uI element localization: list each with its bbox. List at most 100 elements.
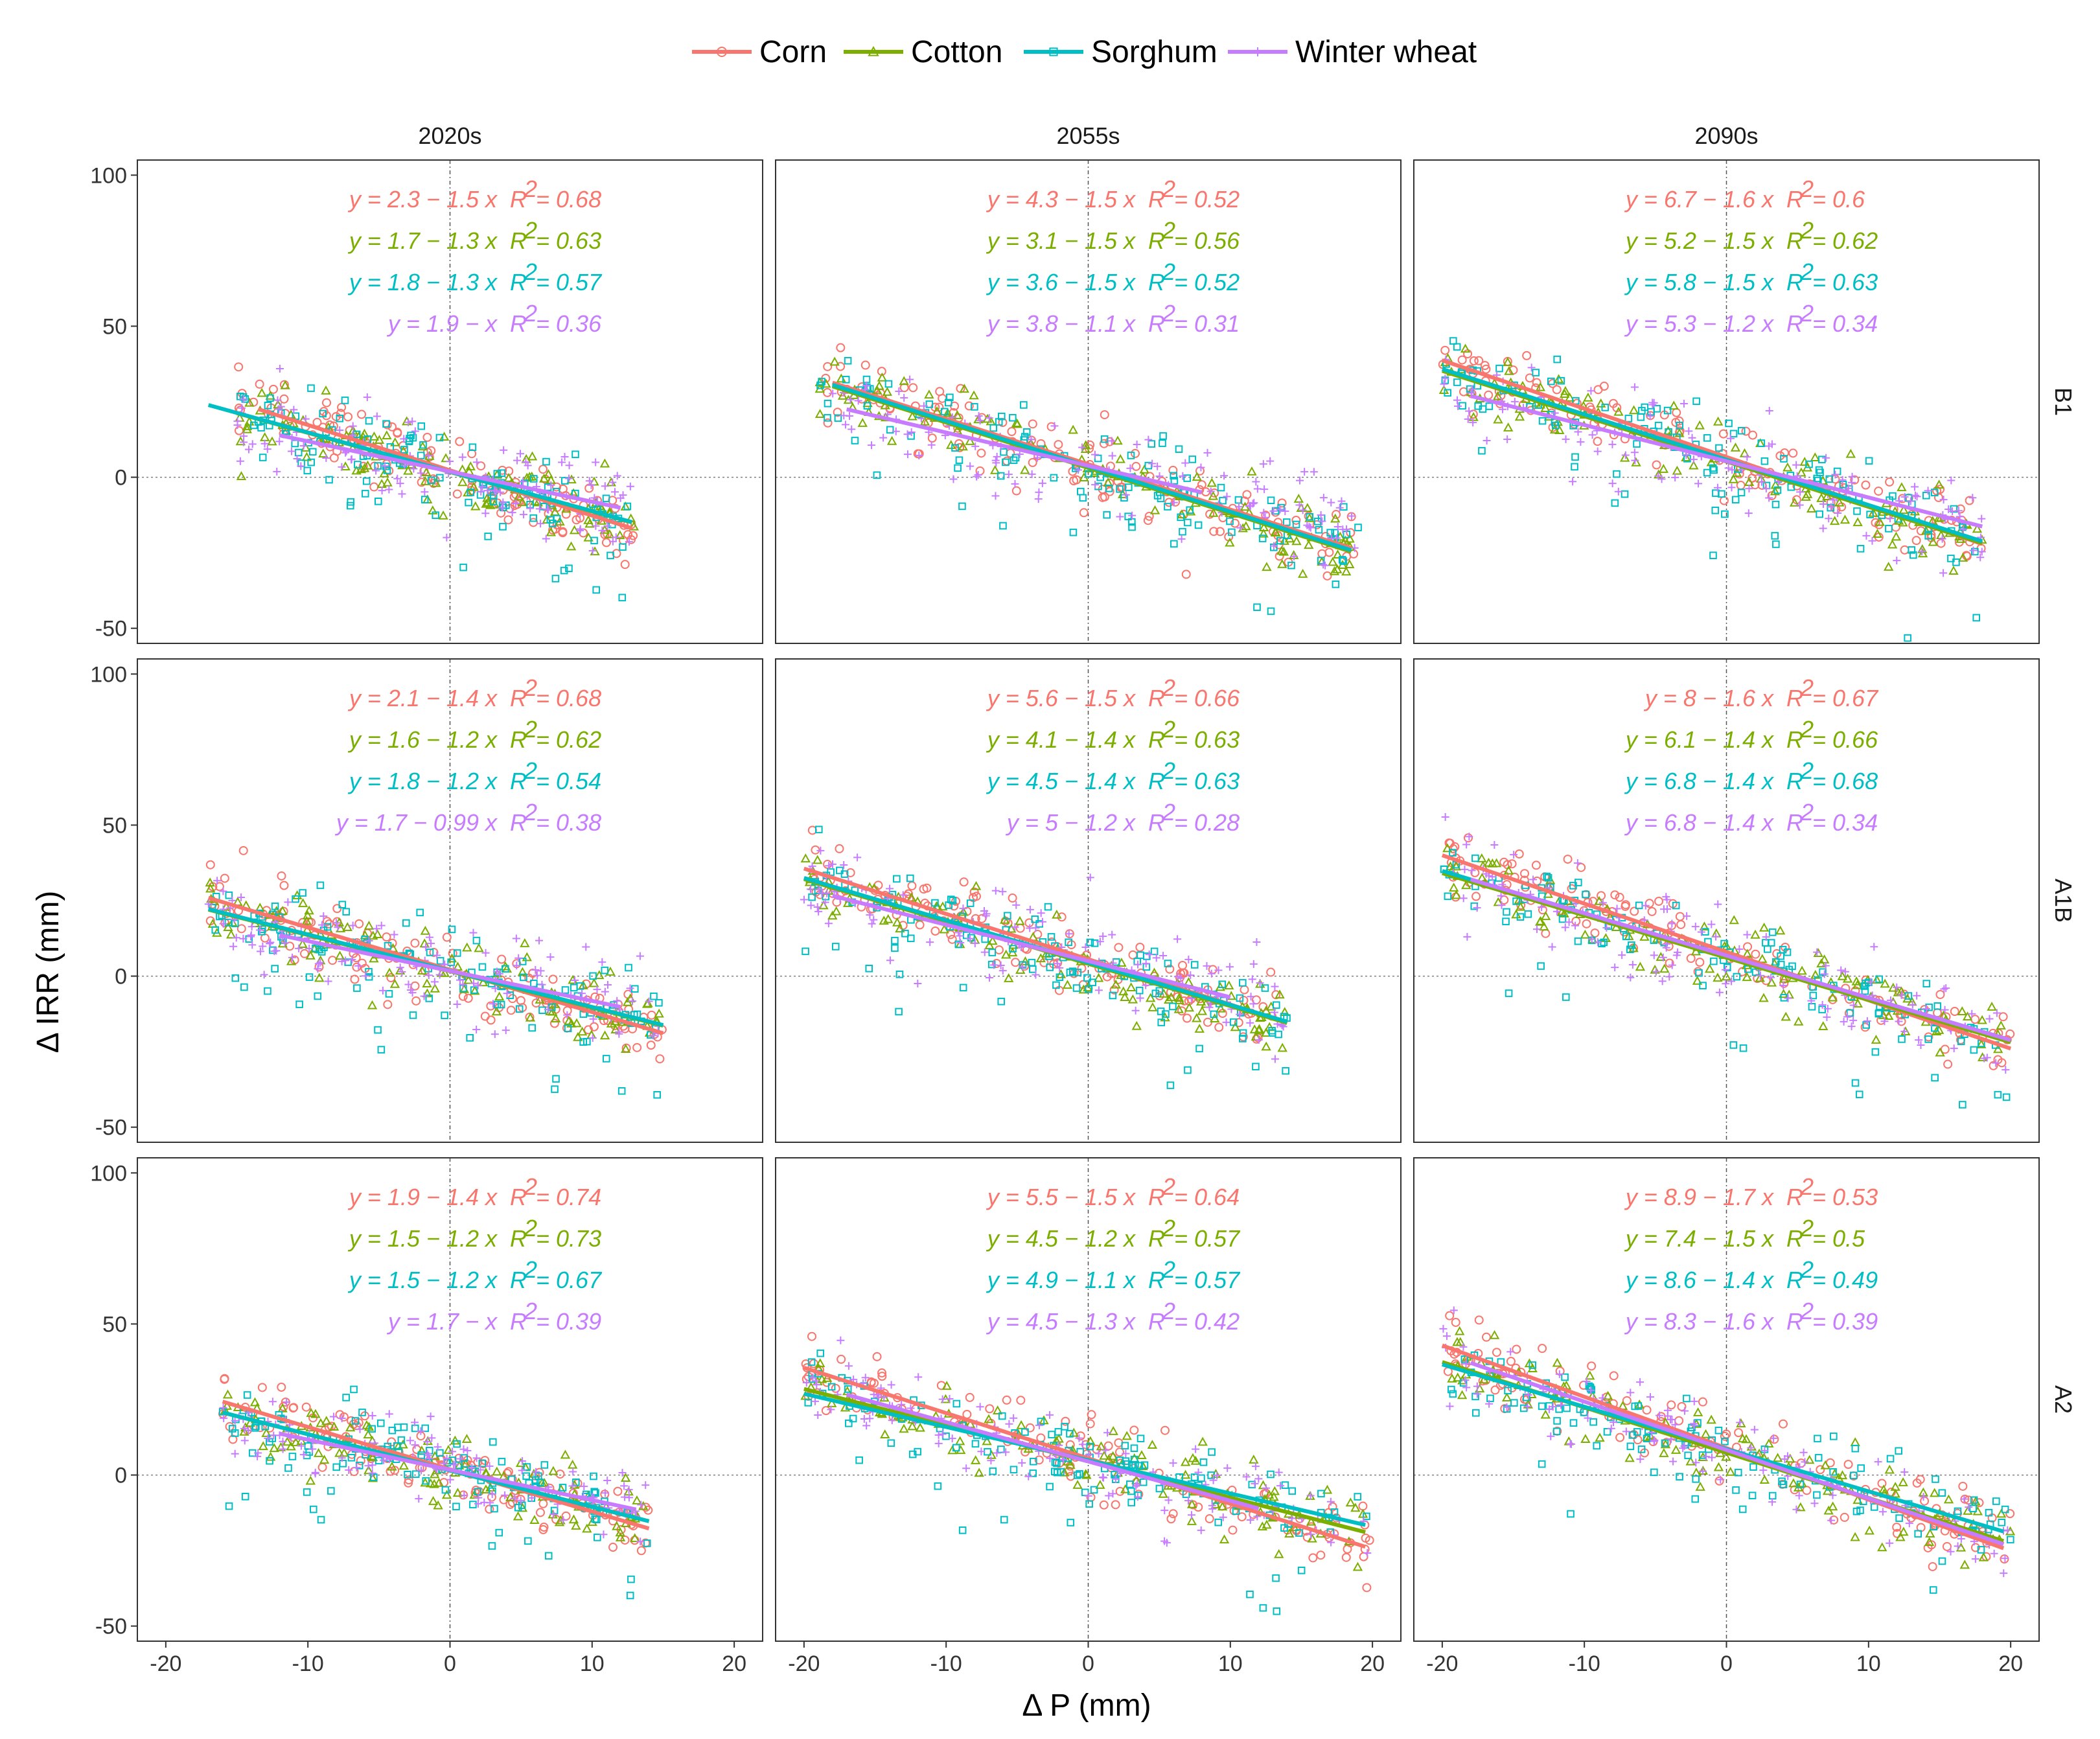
fit-line-sorghum <box>1441 367 1983 544</box>
data-point <box>1459 1342 1468 1351</box>
data-point <box>1802 489 1813 498</box>
equation-text: y = 5.6 − 1.5 x <box>986 685 1137 711</box>
data-point <box>1199 1458 1208 1466</box>
data-point <box>1555 1405 1563 1413</box>
strip-a1b: A1B <box>2050 879 2077 923</box>
data-point <box>1741 426 1751 436</box>
data-point <box>1010 456 1018 465</box>
data-point <box>1491 858 1502 868</box>
data-point <box>612 549 621 559</box>
data-point <box>1078 1440 1087 1449</box>
data-point <box>568 1482 577 1490</box>
data-point <box>1159 952 1168 960</box>
data-point <box>1028 470 1036 478</box>
data-point <box>1086 938 1094 947</box>
data-point <box>1128 511 1137 520</box>
data-point <box>991 456 1000 465</box>
data-point <box>269 1443 279 1453</box>
data-point <box>1332 549 1343 559</box>
equation-winter-wheat: y = 6.8 − 1.4 x R2= 0.34 <box>1624 799 1878 836</box>
data-point <box>643 1505 653 1515</box>
data-point <box>1801 1458 1809 1466</box>
data-point <box>800 895 808 904</box>
data-point <box>301 916 312 925</box>
data-point <box>1695 1481 1705 1491</box>
data-point <box>368 1461 376 1469</box>
equation-text: y = 1.5 − 1.2 x <box>347 1225 498 1252</box>
data-point <box>976 448 986 458</box>
data-point <box>1831 470 1840 479</box>
data-point <box>1203 448 1212 457</box>
r2-symbol: R <box>510 809 527 836</box>
data-point <box>631 1507 640 1515</box>
data-point <box>316 958 325 967</box>
data-point <box>1735 945 1744 953</box>
data-point <box>877 1368 887 1377</box>
data-point <box>260 971 268 979</box>
data-point <box>1483 437 1491 445</box>
data-point <box>424 971 433 980</box>
data-point <box>1748 430 1758 440</box>
data-point <box>543 469 554 478</box>
data-point <box>525 1012 536 1022</box>
data-point <box>827 1383 836 1391</box>
panel-plot-area <box>1438 337 1987 642</box>
data-point <box>308 1445 317 1453</box>
data-point <box>273 396 282 404</box>
data-point <box>319 1455 330 1464</box>
data-point <box>1910 551 1917 559</box>
data-point <box>393 428 402 438</box>
equation-sorghum: y = 1.5 − 1.2 x R2= 0.67 <box>347 1256 603 1293</box>
data-point <box>1074 969 1082 976</box>
data-point <box>1157 494 1165 503</box>
data-point <box>823 362 833 371</box>
data-point <box>1851 1444 1860 1453</box>
data-point <box>625 538 633 546</box>
data-point <box>303 466 312 475</box>
data-point <box>1010 1414 1018 1422</box>
data-point <box>288 953 297 962</box>
data-point <box>840 1402 851 1412</box>
data-point <box>261 1427 271 1437</box>
data-point <box>1929 1586 1937 1594</box>
equation-text: y = 5.3 − 1.2 x <box>1624 310 1775 337</box>
data-point <box>1789 497 1800 507</box>
equation-text: y = 1.5 − 1.2 x <box>347 1267 498 1293</box>
data-point <box>1105 1491 1113 1500</box>
equation-sorghum: y = 3.6 − 1.5 x R2= 0.52 <box>986 259 1240 295</box>
data-point <box>1553 1417 1561 1425</box>
data-point <box>1850 1532 1860 1541</box>
data-point <box>836 343 846 352</box>
data-point <box>970 1455 981 1464</box>
data-point <box>1126 1480 1134 1488</box>
data-point <box>997 961 1005 969</box>
data-point <box>222 1389 233 1399</box>
data-point <box>841 420 849 429</box>
data-point <box>1292 520 1300 529</box>
data-point <box>228 1434 238 1444</box>
data-point <box>1821 962 1830 970</box>
data-point <box>290 1437 301 1447</box>
data-point <box>496 508 506 518</box>
data-point <box>1279 1022 1287 1031</box>
data-point <box>550 1013 561 1022</box>
data-point <box>446 953 457 963</box>
data-point <box>1249 500 1257 508</box>
data-point <box>1007 427 1017 437</box>
data-point <box>934 1482 942 1490</box>
data-point <box>1904 992 1913 1000</box>
data-point <box>1205 1514 1214 1524</box>
data-point <box>343 412 353 422</box>
data-point <box>1261 984 1269 992</box>
data-point <box>1850 475 1860 485</box>
data-point <box>1217 1501 1228 1511</box>
data-point <box>1165 964 1175 974</box>
data-point <box>1230 1022 1241 1031</box>
data-point <box>398 1460 409 1470</box>
data-point <box>1676 421 1683 430</box>
data-point <box>1948 507 1957 516</box>
data-point <box>827 1405 835 1414</box>
data-point <box>1852 1507 1861 1515</box>
data-point <box>1704 963 1715 973</box>
data-point <box>1446 1402 1454 1411</box>
